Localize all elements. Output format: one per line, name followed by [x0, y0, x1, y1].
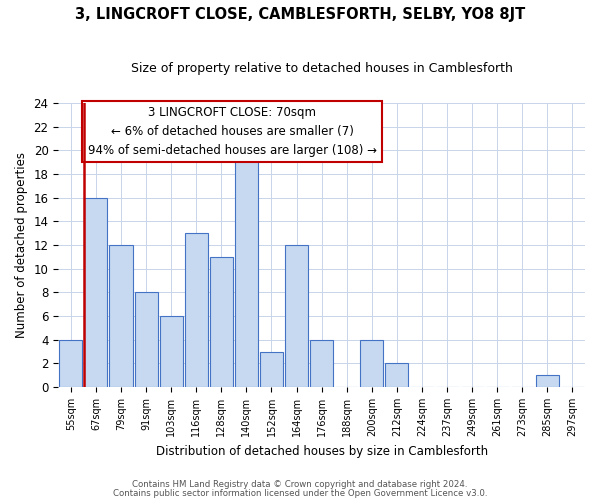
Bar: [210, 257, 233, 387]
Bar: [235, 150, 258, 387]
Bar: [310, 340, 333, 387]
Bar: [360, 340, 383, 387]
Bar: [260, 352, 283, 387]
X-axis label: Distribution of detached houses by size in Camblesforth: Distribution of detached houses by size …: [155, 444, 488, 458]
Text: 3 LINGCROFT CLOSE: 70sqm
← 6% of detached houses are smaller (7)
94% of semi-det: 3 LINGCROFT CLOSE: 70sqm ← 6% of detache…: [88, 106, 377, 157]
Bar: [536, 375, 559, 387]
Bar: [285, 245, 308, 387]
Y-axis label: Number of detached properties: Number of detached properties: [15, 152, 28, 338]
Bar: [134, 292, 158, 387]
Text: 3, LINGCROFT CLOSE, CAMBLESFORTH, SELBY, YO8 8JT: 3, LINGCROFT CLOSE, CAMBLESFORTH, SELBY,…: [75, 8, 525, 22]
Title: Size of property relative to detached houses in Camblesforth: Size of property relative to detached ho…: [131, 62, 512, 76]
Bar: [185, 233, 208, 387]
Bar: [59, 340, 82, 387]
Text: Contains HM Land Registry data © Crown copyright and database right 2024.: Contains HM Land Registry data © Crown c…: [132, 480, 468, 489]
Bar: [385, 364, 409, 387]
Bar: [85, 198, 107, 387]
Bar: [109, 245, 133, 387]
Bar: [160, 316, 182, 387]
Text: Contains public sector information licensed under the Open Government Licence v3: Contains public sector information licen…: [113, 488, 487, 498]
